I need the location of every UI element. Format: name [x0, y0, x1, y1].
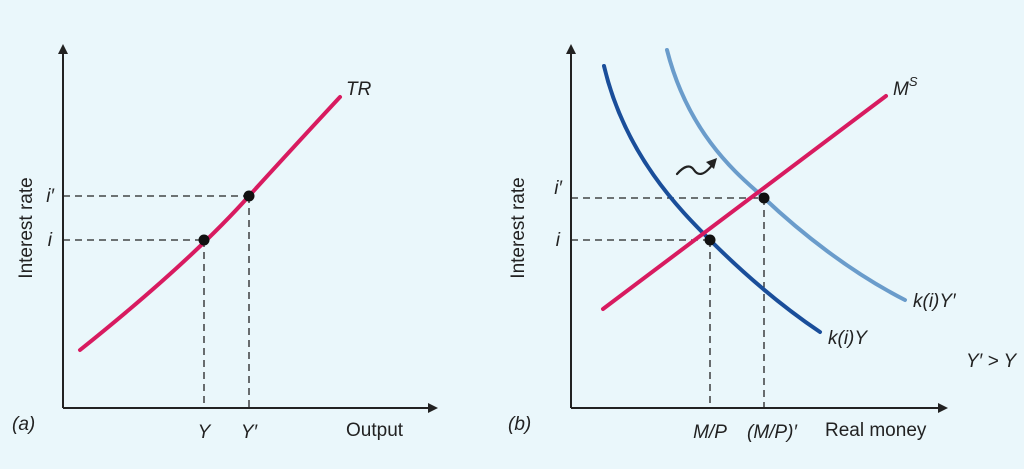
money-supply-label: MS: [893, 74, 918, 100]
panel-a-label: (a): [12, 414, 35, 435]
panel-b-label: (b): [508, 414, 531, 435]
panel-b-condition: Y′ > Y: [966, 351, 1018, 372]
tr-curve: [78, 95, 342, 352]
panel-b-new-equilibrium-point: [758, 192, 770, 204]
money-demand-label-y: k(i)Y: [828, 328, 868, 349]
money-demand-curve-y-prime: [665, 48, 907, 302]
panel-b-y-axis-label: Interest rate: [508, 177, 529, 278]
panel-a-new-equilibrium-point: [243, 190, 255, 202]
panel-a-tick-i-prime: i′: [46, 186, 55, 207]
panel-a-tr-label: TR: [346, 79, 372, 100]
panel-a-tick-y-prime: Y′: [241, 422, 259, 443]
panel-b-x-axis-label: Real money: [825, 420, 927, 441]
panel-a-y-axis-label: Interest rate: [16, 177, 37, 278]
panel-b: Interest rate Real money MS k(i)Y′ k(i)Y…: [508, 44, 1018, 443]
panel-a-equilibrium-point: [198, 234, 210, 246]
money-demand-curve-y: [602, 64, 822, 334]
panel-a: Interest rate Output TR i i′ Y Y′ (a): [12, 44, 438, 443]
panel-b-tick-m-p: M/P: [693, 422, 727, 443]
panel-a-x-axis-label: Output: [346, 420, 404, 441]
panel-b-tick-m-p-prime: (M/P)′: [747, 422, 798, 443]
panel-b-tick-i-prime: i′: [554, 178, 563, 199]
squiggle-arrow-icon: [675, 158, 717, 176]
panel-b-tick-i: i: [556, 230, 561, 251]
panel-b-equilibrium-point: [704, 234, 716, 246]
money-supply-curve: [601, 94, 888, 311]
panel-a-tick-i: i: [48, 230, 53, 251]
money-demand-label-y-prime: k(i)Y′: [913, 291, 957, 312]
panel-a-tick-y: Y: [198, 422, 212, 443]
